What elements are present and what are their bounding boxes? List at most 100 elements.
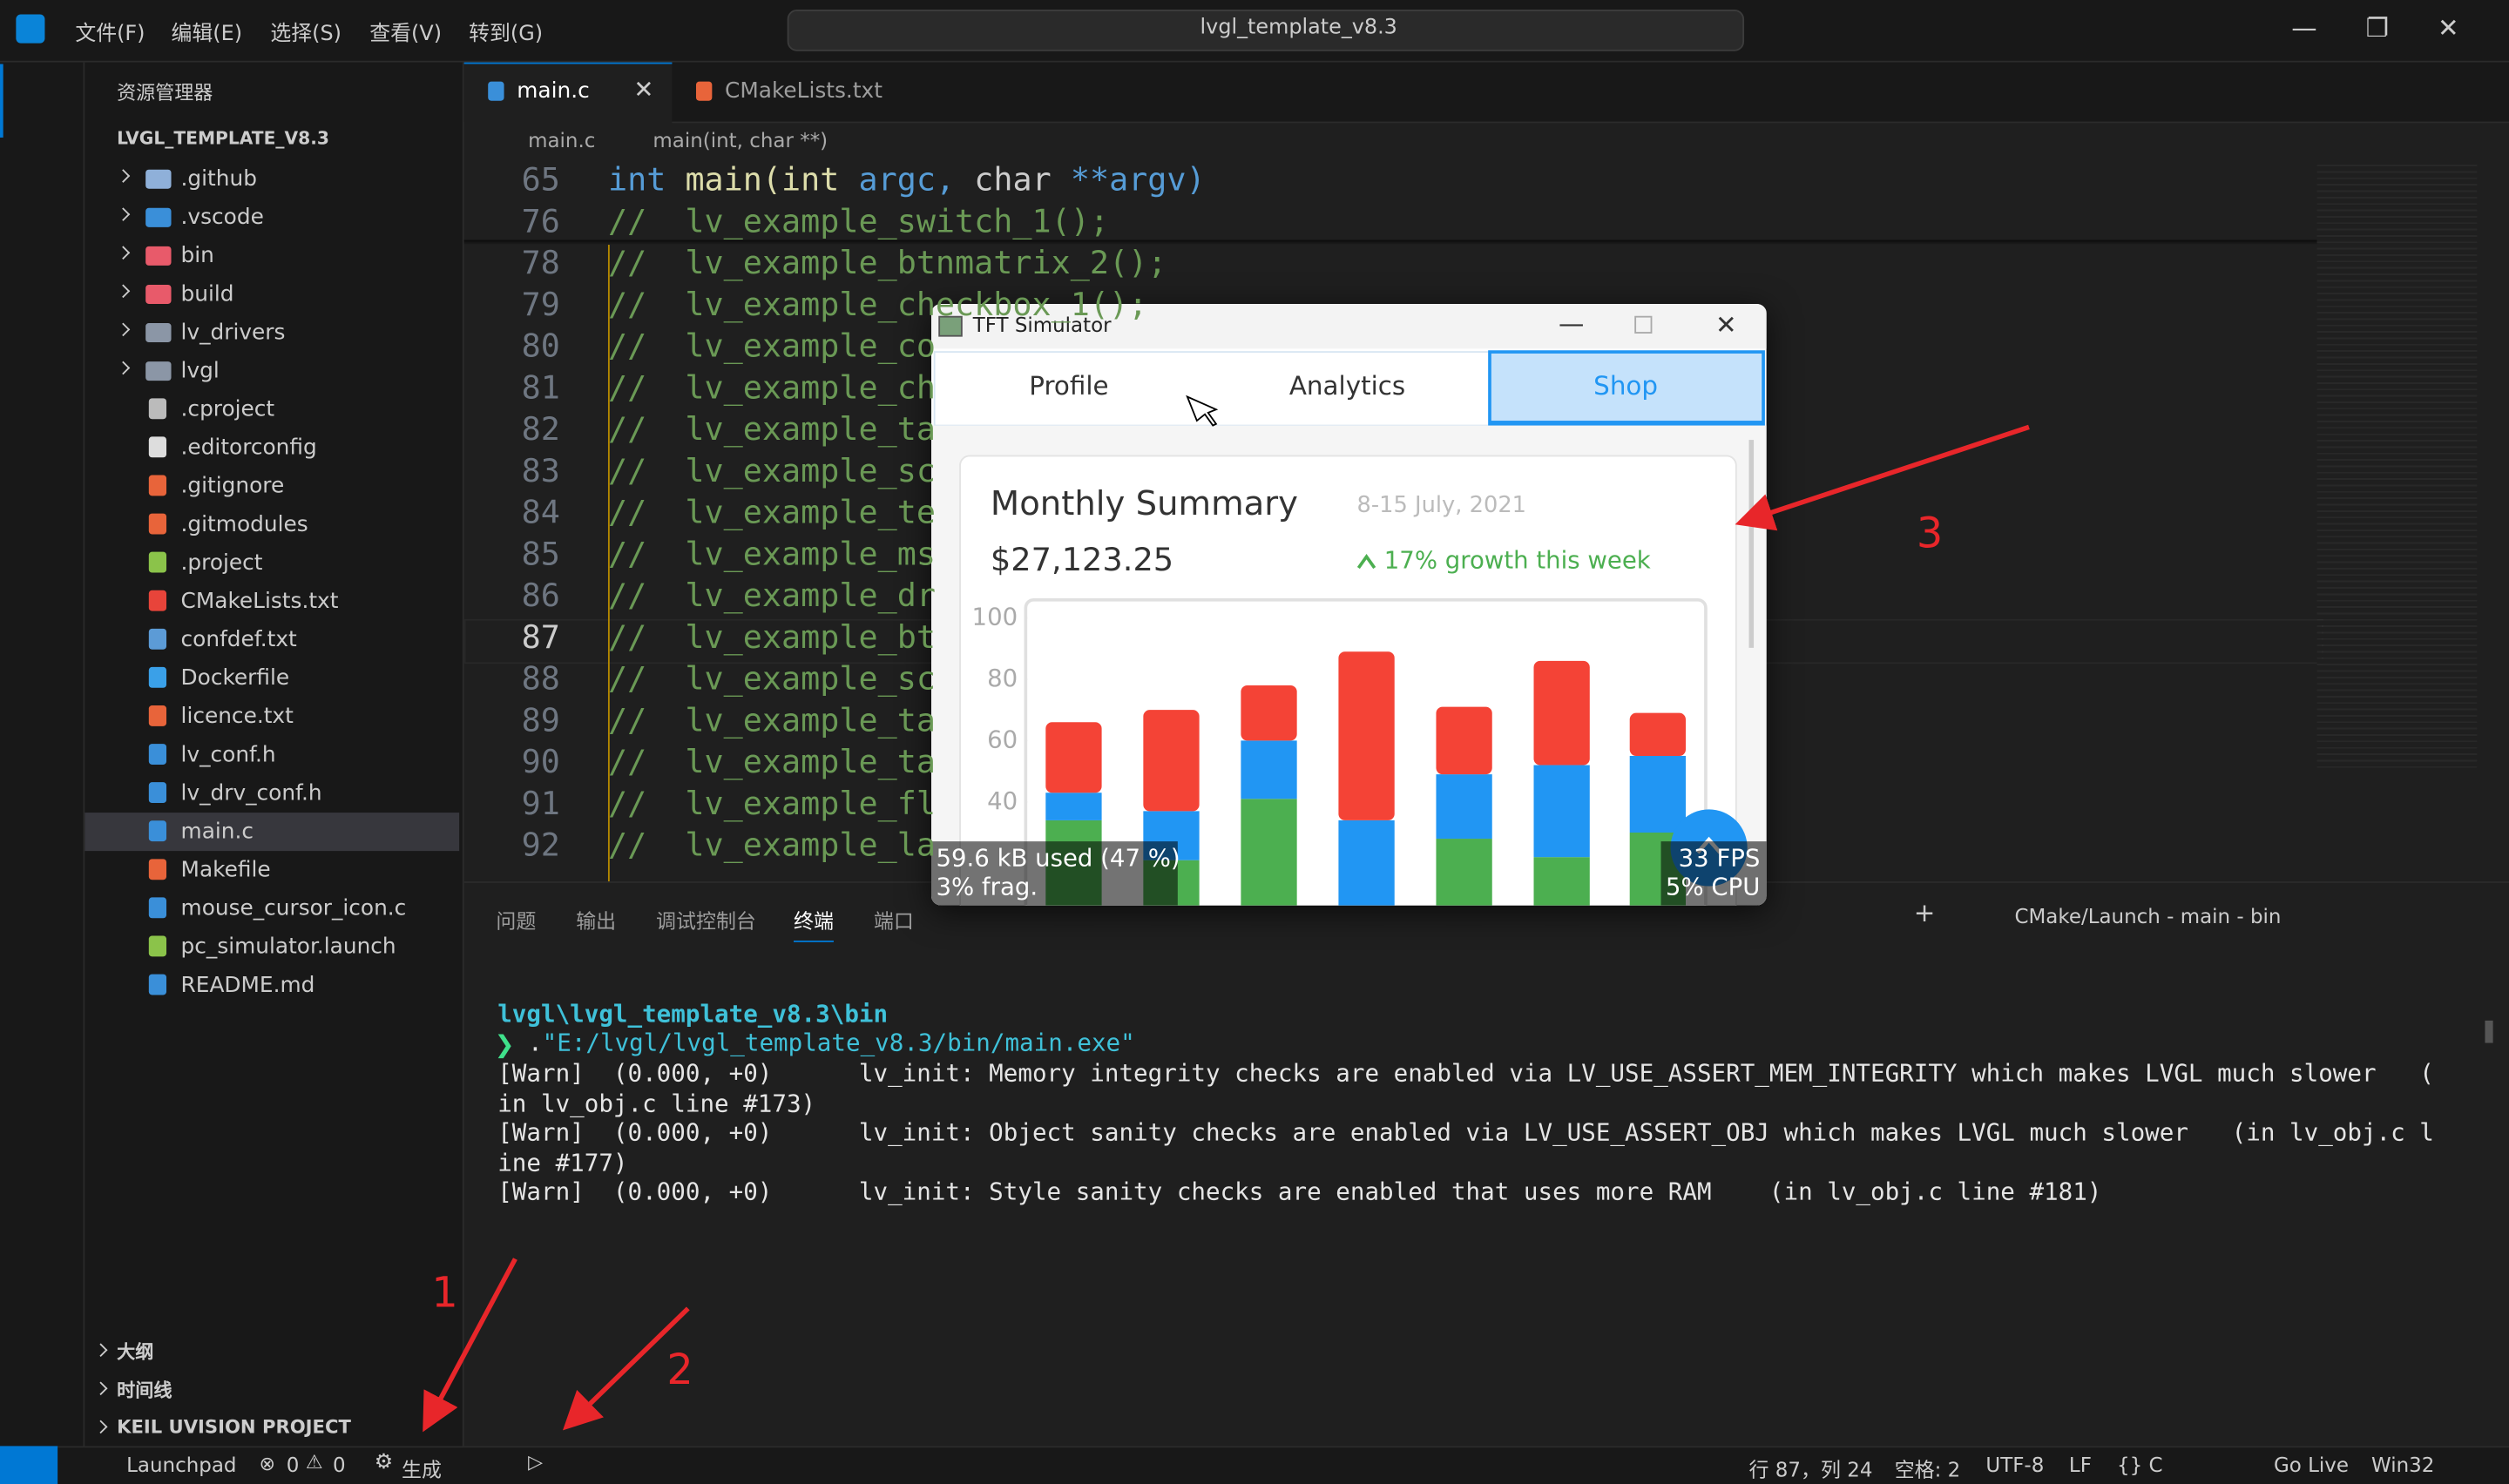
file-icon — [148, 935, 167, 957]
sidebar-section[interactable]: KEIL UVISION PROJECT — [117, 1415, 351, 1439]
file-name[interactable]: licence.txt — [180, 704, 294, 730]
panel-tab[interactable]: 端口 — [873, 908, 914, 933]
menu-item[interactable]: 编辑(E) — [171, 22, 243, 47]
mem-frag: 3% frag. — [936, 873, 1038, 901]
terminal-line: [Warn] (0.000, +0) lv_init: Style sanity… — [497, 1177, 2102, 1206]
card-title: Monthly Summary — [991, 484, 1298, 523]
file-name[interactable]: build — [180, 281, 234, 307]
remote-button[interactable] — [0, 1446, 58, 1484]
editor-tab[interactable]: main.c — [517, 78, 590, 105]
file-name[interactable]: bin — [180, 243, 214, 269]
status-item[interactable]: LF — [2068, 1452, 2092, 1477]
file-name[interactable]: CMakeLists.txt — [180, 588, 339, 615]
code-line: // lv_example_checkbox_1(); — [607, 284, 1148, 324]
status-item[interactable]: Go Live — [2274, 1452, 2350, 1477]
arrow-3 — [1735, 424, 2030, 531]
file-icon — [148, 513, 167, 535]
terminal-line: [Warn] (0.000, +0) lv_init: Memory integ… — [497, 1058, 2434, 1088]
status-item[interactable]: 行 87，列 24 — [1748, 1457, 1873, 1481]
terminal-line: [Warn] (0.000, +0) lv_init: Object sanit… — [497, 1117, 2434, 1147]
code-token: int — [607, 159, 666, 199]
file-name[interactable]: confdef.txt — [180, 627, 297, 653]
line-number: 84 — [521, 492, 560, 531]
editor-tab[interactable]: CMakeLists.txt — [725, 78, 883, 105]
sim-tab-active[interactable] — [1488, 350, 1765, 428]
bar-segment — [1143, 710, 1200, 812]
file-name[interactable]: pc_simulator.launch — [180, 934, 396, 961]
y-tick-label: 100 — [972, 604, 1018, 631]
search-box[interactable] — [787, 10, 1745, 51]
file-name[interactable]: lvgl — [180, 358, 220, 384]
status-item[interactable]: 空格: 2 — [1894, 1457, 1961, 1481]
status-item[interactable]: 0 — [333, 1452, 346, 1477]
panel-tab[interactable]: 调试控制台 — [656, 908, 756, 933]
panel-tab[interactable]: 问题 — [496, 908, 537, 933]
file-name[interactable]: .gitmodules — [180, 511, 308, 538]
file-icon — [148, 398, 167, 420]
status-item[interactable]: Launchpad — [126, 1452, 237, 1477]
breadcrumb[interactable]: main(int, char **) — [653, 127, 828, 152]
menu-item[interactable]: 查看(V) — [369, 22, 443, 47]
file-name[interactable]: .project — [180, 550, 263, 577]
sim-maximize[interactable] — [1634, 315, 1653, 334]
file-name[interactable]: README.md — [180, 972, 315, 999]
file-icon — [148, 475, 167, 496]
sidebar-section[interactable]: 时间线 — [117, 1379, 172, 1401]
window-controls[interactable]: — ❐ ✕ — [2291, 12, 2459, 44]
terminal-name[interactable]: CMake/Launch - main - bin — [2014, 903, 2282, 928]
file-icon — [148, 666, 167, 688]
selected-file — [85, 813, 460, 852]
sim-title: TFT Simulator — [972, 314, 1112, 337]
bar-segment — [1436, 774, 1492, 840]
bar-segment — [1045, 722, 1102, 793]
sidebar-title: 资源管理器 — [117, 81, 213, 105]
code-line: // lv_example_btnmatrix_2(); — [607, 243, 1167, 282]
menu-item[interactable]: 文件(F) — [75, 22, 145, 47]
sim-minimize[interactable]: — — [1559, 308, 1584, 338]
status-item[interactable]: Win32 — [2371, 1452, 2435, 1477]
terminal-line: in lv_obj.c line #173) — [497, 1088, 816, 1117]
menu-item[interactable]: 转到(G) — [469, 22, 544, 47]
status-item[interactable]: 生成 — [402, 1457, 442, 1481]
sim-tab[interactable]: Profile — [1029, 371, 1108, 401]
sidebar-section[interactable]: 大纲 — [117, 1340, 154, 1363]
status-item[interactable]: 0 — [286, 1452, 300, 1477]
panel-actions[interactable]: + — [1913, 897, 1936, 928]
panel-tab[interactable]: 终端 — [794, 904, 834, 942]
line-number: 90 — [521, 742, 560, 781]
terminal-argument: "E:/lvgl/lvgl_template_v8.3/bin/main.exe… — [542, 1029, 1135, 1058]
file-name[interactable]: Makefile — [180, 857, 271, 883]
card-amount: $27,123.25 — [991, 541, 1173, 578]
card-growth: 17% growth this week — [1384, 547, 1651, 575]
file-name[interactable]: mouse_cursor_icon.c — [180, 895, 407, 921]
tab-close[interactable]: ✕ — [633, 75, 654, 105]
sim-close[interactable]: ✕ — [1715, 310, 1737, 340]
terminal-line: ine #177) — [497, 1147, 628, 1177]
line-number: 86 — [521, 576, 560, 615]
sim-tab[interactable]: Analytics — [1289, 371, 1405, 401]
breadcrumb[interactable]: main.c — [528, 127, 596, 152]
status-item[interactable]: {} C — [2117, 1452, 2163, 1477]
file-name[interactable]: main.c — [180, 819, 254, 845]
cpu: 5% CPU — [1666, 873, 1760, 901]
file-name[interactable]: .cproject — [180, 396, 275, 422]
panel-tab[interactable]: 输出 — [576, 908, 617, 933]
sim-tab[interactable]: Shop — [1593, 371, 1658, 401]
status-icon: ⚠ — [305, 1450, 323, 1474]
menu-item[interactable]: 选择(S) — [270, 22, 342, 47]
file-name[interactable]: lv_conf.h — [180, 742, 276, 768]
status-bar — [0, 1446, 2509, 1484]
file-name[interactable]: lv_drivers — [180, 320, 286, 346]
file-name[interactable]: lv_drv_conf.h — [180, 780, 322, 806]
code-line: // lv_example_ta — [607, 742, 936, 781]
file-name[interactable]: .editorconfig — [180, 435, 317, 461]
file-icon — [148, 705, 167, 726]
y-tick-label: 80 — [987, 664, 1018, 692]
file-name[interactable]: .github — [180, 166, 257, 192]
file-name[interactable]: .gitignore — [180, 473, 285, 500]
file-name[interactable]: .vscode — [180, 205, 264, 231]
bar-segment — [1436, 706, 1492, 775]
file-name[interactable]: Dockerfile — [180, 665, 290, 691]
status-item[interactable]: UTF-8 — [1985, 1452, 2045, 1477]
perf-overlay — [1660, 841, 1767, 906]
